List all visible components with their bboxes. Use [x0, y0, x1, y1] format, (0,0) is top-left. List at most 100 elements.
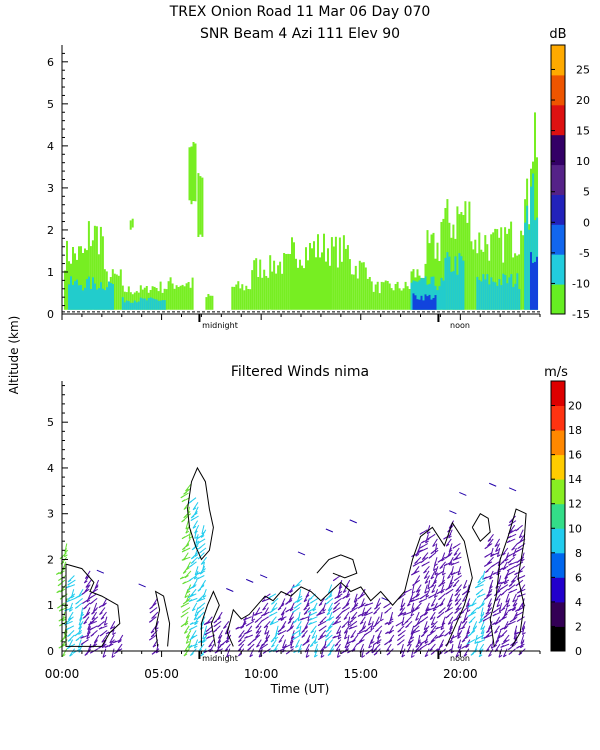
snr-echo-mid: [448, 256, 451, 310]
wind-barb: [415, 584, 422, 593]
wind-barb: [251, 611, 255, 622]
wind-barb-flag: [318, 603, 323, 607]
wind-barb-flag: [359, 629, 363, 633]
wind-barb-flag: [480, 603, 485, 607]
wind-barb-flag: [376, 604, 380, 608]
wind-barb: [416, 616, 422, 625]
wind-barb-flag: [213, 624, 218, 628]
wind-barb-flag: [190, 518, 195, 522]
wind-barb-flag: [357, 613, 362, 617]
wind-barb: [117, 634, 124, 643]
wind-barb-flag: [263, 612, 268, 616]
wind-barb-flag: [244, 635, 248, 639]
wind-barb-flag: [180, 604, 185, 608]
snr-echo-mid: [450, 271, 453, 310]
wind-barb-flag: [213, 629, 217, 633]
wind-barb-flag: [423, 570, 427, 574]
wind-barb-flag: [425, 540, 429, 544]
wind-barb: [385, 643, 392, 652]
wind-barb: [101, 634, 108, 643]
wind-barb: [447, 616, 454, 625]
wind-barb-flag: [415, 553, 420, 557]
snr-echo-low: [277, 265, 280, 310]
snr-colorbar-tick-label: -10: [572, 277, 590, 290]
wind-barb-flag: [425, 594, 430, 598]
wind-barb-flag: [472, 627, 477, 630]
wind-barb-flag: [520, 645, 524, 649]
wind-barb-flag: [265, 636, 270, 640]
wind-barb-flag: [246, 630, 250, 634]
wind-barb: [313, 648, 319, 658]
wind-barb-flag: [74, 595, 79, 599]
wind-barb-flag: [149, 606, 153, 610]
snr-echo-mid: [458, 253, 461, 310]
snr-echo-high: [426, 296, 429, 310]
wind-barb-flag: [435, 626, 439, 630]
wind-barb-flag: [190, 653, 194, 656]
wind-barb: [280, 607, 287, 616]
wind-barb-flag: [199, 571, 204, 575]
snr-colorbar: 25 20 15 10 5 0 -5 -10 -15: [550, 44, 590, 321]
wind-barb-flag: [291, 585, 296, 589]
wind-barb: [433, 575, 438, 584]
snr-echo-low: [235, 284, 238, 310]
wind-barb-flag: [308, 617, 313, 621]
wind-barb-flag: [293, 620, 297, 624]
wind-barb-flag: [424, 576, 428, 580]
wind-barb: [351, 643, 358, 652]
wind-barb-flag: [480, 631, 485, 635]
wind-barb-flag: [198, 597, 202, 601]
snr-echo-mid: [106, 287, 108, 310]
snr-echo-low: [211, 295, 214, 310]
wind-barb: [255, 625, 262, 634]
snr-echo-low: [346, 245, 349, 310]
snr-echo-high: [530, 252, 532, 310]
wind-barb-flag: [463, 585, 467, 589]
winds-x-tick-label: 10:00: [244, 667, 279, 681]
snr-echo-mid: [498, 279, 501, 310]
wind-barb-flag: [517, 608, 522, 612]
snr-echo-low: [189, 287, 192, 310]
wind-barb: [360, 598, 365, 607]
winds-colorbar-segment: [551, 552, 565, 578]
wind-barb-flag: [190, 515, 195, 519]
wind-barb-flag: [420, 619, 424, 623]
snr-echo-low: [428, 243, 431, 310]
wind-barb-flag: [337, 595, 341, 599]
wind-barb-flag: [304, 626, 308, 630]
wind-barb-flag: [67, 634, 71, 638]
wind-barb: [401, 616, 405, 626]
wind-barb: [62, 611, 66, 622]
wind-barb-flag: [521, 558, 525, 562]
wind-barb-flag: [454, 593, 459, 597]
snr-echo-mid: [420, 277, 423, 310]
winds-colorbar-label: m/s: [544, 365, 568, 380]
wind-barb-flag: [328, 618, 332, 621]
snr-echo-low: [93, 225, 96, 310]
wind-barb: [434, 543, 438, 553]
wind-barb-flag: [182, 570, 187, 574]
wind-barb-flag: [412, 596, 416, 600]
wind-barb: [184, 589, 189, 598]
wind-barb-flag: [480, 617, 484, 621]
wind-barb: [346, 634, 350, 644]
wind-barb-flag: [334, 620, 338, 624]
wind-barb-flag: [439, 566, 444, 570]
snr-echo-mid: [490, 277, 493, 310]
wind-barb-flag: [334, 596, 338, 600]
wind-barb: [70, 589, 75, 599]
wind-barb-flag: [188, 587, 193, 591]
wind-barb-flag: [149, 637, 153, 641]
snr-echo-low: [512, 257, 515, 310]
wind-barb-flag: [327, 653, 332, 657]
wind-barb-flag: [325, 629, 330, 633]
wind-barb-flag: [489, 586, 493, 589]
snr-echo-mid: [476, 276, 479, 310]
wind-barb-flag: [436, 615, 441, 619]
snr-echo-low: [382, 282, 385, 310]
wind-barb-flag: [487, 543, 491, 547]
wind-barb-flag: [364, 613, 368, 617]
wind-barb-flag: [87, 627, 91, 631]
wind-barb-flag: [281, 626, 285, 630]
wind-barb-flag: [192, 585, 196, 589]
